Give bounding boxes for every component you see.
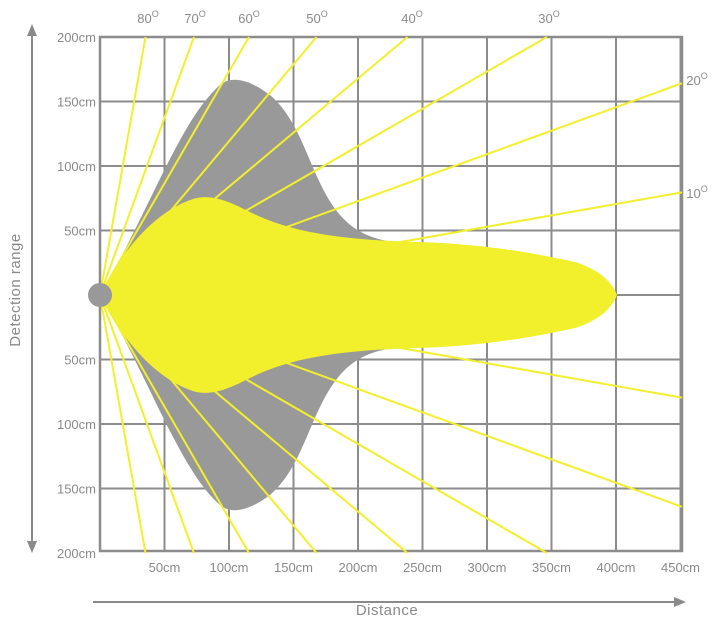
inner-detection-zone — [100, 197, 617, 393]
angle-ray — [99, 294, 683, 399]
x-tick-label: 250cm — [403, 560, 442, 575]
y-tick-label: 150cm — [57, 482, 96, 497]
x-axis-title: Distance — [356, 602, 418, 617]
angle-ray — [99, 36, 548, 296]
x-tick-label: 350cm — [532, 560, 571, 575]
angle-ray — [99, 36, 318, 296]
y-tick-label: 200cm — [57, 546, 96, 561]
angle-label: 80O — [137, 9, 158, 26]
sensor-dot — [88, 283, 112, 307]
angle-ray — [99, 294, 548, 554]
x-tick-label: 100cm — [209, 560, 248, 575]
x-tick-label: 50cm — [149, 560, 181, 575]
angle-ray — [99, 294, 250, 554]
angle-ray — [99, 191, 683, 296]
angle-label: 40O — [401, 9, 422, 26]
vertical-axis-arrow — [27, 24, 37, 553]
y-tick-label: 50cm — [64, 224, 96, 239]
y-tick-label: 100cm — [57, 417, 96, 432]
angle-rays — [99, 36, 683, 554]
x-tick-label: 400cm — [596, 560, 635, 575]
angle-ray — [99, 36, 250, 296]
angle-ray — [99, 294, 409, 554]
angle-ray — [99, 36, 195, 296]
horizontal-axis-arrow — [93, 597, 686, 607]
angle-label: 10O — [686, 184, 707, 201]
y-tick-label: 200cm — [57, 30, 96, 45]
axis-ticks: 50cm 100cm 150cm 200cm 250cm 300cm 350cm 400cm 4… — [57, 30, 700, 575]
x-tick-label: 300cm — [467, 560, 506, 575]
x-tick-label: 200cm — [338, 560, 377, 575]
angle-ray — [99, 294, 683, 508]
x-tick-label: 150cm — [274, 560, 313, 575]
y-tick-label: 100cm — [57, 159, 96, 174]
y-tick-label: 150cm — [57, 95, 96, 110]
angle-label: 20O — [686, 71, 707, 88]
angle-ray — [99, 82, 683, 296]
angle-ray — [99, 36, 409, 296]
angle-label: 60O — [238, 9, 259, 26]
angle-label: 50O — [306, 9, 327, 26]
angle-label: 30O — [538, 9, 559, 26]
angle-ray — [99, 294, 195, 554]
angle-ray — [99, 294, 147, 554]
angle-ray — [99, 36, 147, 296]
x-tick-label: 450cm — [661, 560, 700, 575]
y-axis-title: Detection range — [7, 233, 24, 346]
angle-ray — [99, 294, 318, 554]
y-tick-label: 50cm — [64, 353, 96, 368]
angle-label: 70O — [184, 9, 205, 26]
